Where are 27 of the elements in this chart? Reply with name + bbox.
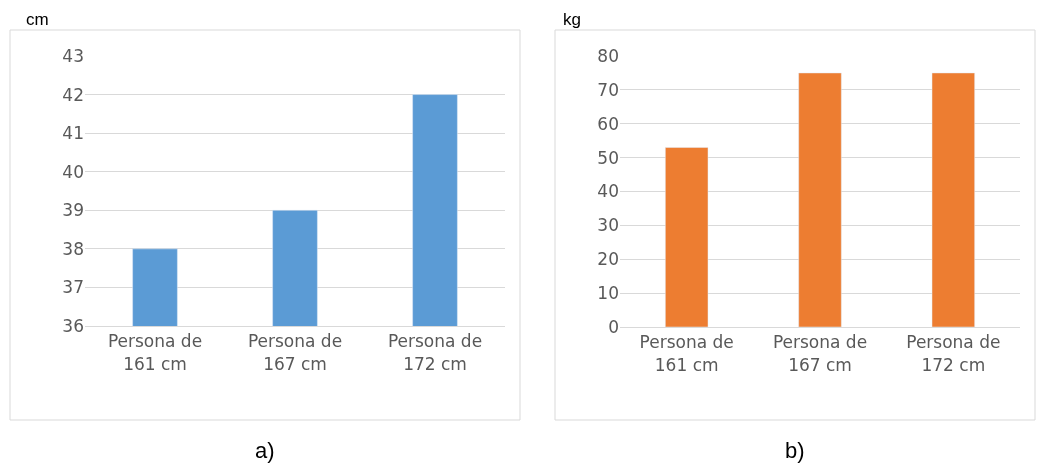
x-tick-label: Persona de 167 cm — [247, 331, 343, 374]
y-tick-label: 40 — [597, 181, 619, 202]
y-axis-title: kg — [563, 10, 581, 29]
x-tick-label: Persona de 161 cm — [107, 331, 203, 374]
y-tick-label: 60 — [597, 113, 619, 134]
y-tick-label: 20 — [597, 249, 619, 270]
x-tick-label: Persona de 172 cm — [387, 331, 483, 374]
y-tick-label: 40 — [62, 161, 84, 182]
x-axis-title: a) — [255, 438, 275, 463]
y-tick-label: 0 — [608, 316, 619, 337]
y-tick-label: 41 — [62, 123, 84, 144]
x-tick-label: Persona de 172 cm — [906, 332, 1001, 375]
y-tick-label: 37 — [62, 277, 84, 298]
y-tick-label: 42 — [62, 84, 84, 105]
x-axis-title: b) — [785, 438, 805, 463]
y-tick-label: 39 — [62, 200, 84, 221]
y-tick-label: 30 — [597, 215, 619, 236]
x-tick-label: Persona de 161 cm — [639, 332, 734, 375]
y-tick-label: 70 — [597, 79, 619, 100]
y-axis-title: cm — [26, 10, 49, 29]
y-tick-label: 36 — [62, 315, 84, 336]
x-tick-label: Persona de 167 cm — [772, 332, 868, 375]
y-tick-label: 43 — [62, 45, 84, 66]
y-tick-label: 10 — [597, 283, 619, 304]
y-tick-label: 38 — [62, 238, 84, 259]
y-tick-label: 80 — [597, 45, 619, 66]
y-tick-label: 50 — [597, 147, 619, 168]
